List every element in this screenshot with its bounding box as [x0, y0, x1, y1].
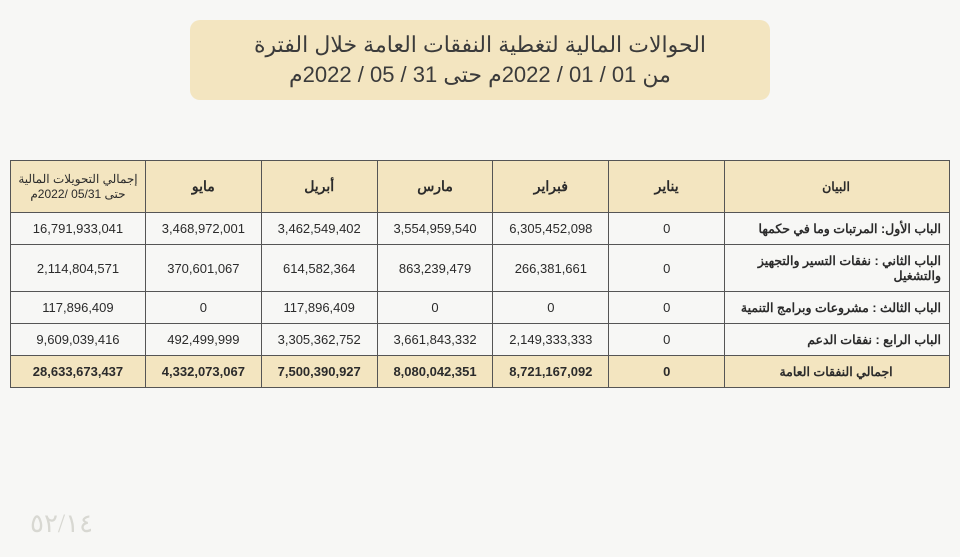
cell: 6,305,452,098	[493, 213, 609, 245]
cell: 0	[377, 292, 493, 324]
row-label: الباب الثاني : نفقات التسير والتجهيز وال…	[725, 245, 950, 292]
cell: 863,239,479	[377, 245, 493, 292]
cell: 0	[609, 292, 725, 324]
cell: 3,554,959,540	[377, 213, 493, 245]
table-row: الباب الرابع : نفقات الدعم 0 2,149,333,3…	[11, 324, 950, 356]
cell: 0	[609, 245, 725, 292]
expenditure-table: البيان يناير فبراير مارس أبريل مايو إجما…	[10, 160, 950, 388]
cell-total: 117,896,409	[11, 292, 146, 324]
total-label: اجمالي النفقات العامة	[725, 356, 950, 388]
cell: 3,305,362,752	[261, 324, 377, 356]
total-cell: 8,721,167,092	[493, 356, 609, 388]
cell: 614,582,364	[261, 245, 377, 292]
total-cell: 8,080,042,351	[377, 356, 493, 388]
total-cell: 0	[609, 356, 725, 388]
table-row: الباب الأول: المرتبات وما في حكمها 0 6,3…	[11, 213, 950, 245]
cell-total: 2,114,804,571	[11, 245, 146, 292]
cell: 0	[609, 324, 725, 356]
table-row: الباب الثاني : نفقات التسير والتجهيز وال…	[11, 245, 950, 292]
cell: 3,468,972,001	[145, 213, 261, 245]
col-mar: مارس	[377, 161, 493, 213]
col-apr: أبريل	[261, 161, 377, 213]
title-line-1: الحوالات المالية لتغطية النفقات العامة خ…	[210, 32, 750, 58]
cell-total: 16,791,933,041	[11, 213, 146, 245]
title-line-2: من 01 / 01 / 2022م حتى 31 / 05 / 2022م	[210, 62, 750, 88]
cell: 117,896,409	[261, 292, 377, 324]
cell: 3,661,843,332	[377, 324, 493, 356]
col-may: مايو	[145, 161, 261, 213]
col-jan: يناير	[609, 161, 725, 213]
cell: 0	[609, 213, 725, 245]
col-desc: البيان	[725, 161, 950, 213]
table-row: الباب الثالث : مشروعات وبرامج التنمية 0 …	[11, 292, 950, 324]
table-total-row: اجمالي النفقات العامة 0 8,721,167,092 8,…	[11, 356, 950, 388]
cell: 266,381,661	[493, 245, 609, 292]
cell: 3,462,549,402	[261, 213, 377, 245]
table-header-row: البيان يناير فبراير مارس أبريل مايو إجما…	[11, 161, 950, 213]
row-label: الباب الرابع : نفقات الدعم	[725, 324, 950, 356]
total-cell: 7,500,390,927	[261, 356, 377, 388]
table-body: الباب الأول: المرتبات وما في حكمها 0 6,3…	[11, 213, 950, 388]
cell: 370,601,067	[145, 245, 261, 292]
cell: 2,149,333,333	[493, 324, 609, 356]
cell: 492,499,999	[145, 324, 261, 356]
page-footer-note: ٥٢/١٤	[30, 509, 93, 539]
row-label: الباب الأول: المرتبات وما في حكمها	[725, 213, 950, 245]
cell-total: 9,609,039,416	[11, 324, 146, 356]
col-feb: فبراير	[493, 161, 609, 213]
col-total: إجمالي التحويلات المالية حتى 05/31 /2022…	[11, 161, 146, 213]
cell: 0	[145, 292, 261, 324]
cell: 0	[493, 292, 609, 324]
title-banner: الحوالات المالية لتغطية النفقات العامة خ…	[190, 20, 770, 100]
total-cell-grand: 28,633,673,437	[11, 356, 146, 388]
total-cell: 4,332,073,067	[145, 356, 261, 388]
row-label: الباب الثالث : مشروعات وبرامج التنمية	[725, 292, 950, 324]
